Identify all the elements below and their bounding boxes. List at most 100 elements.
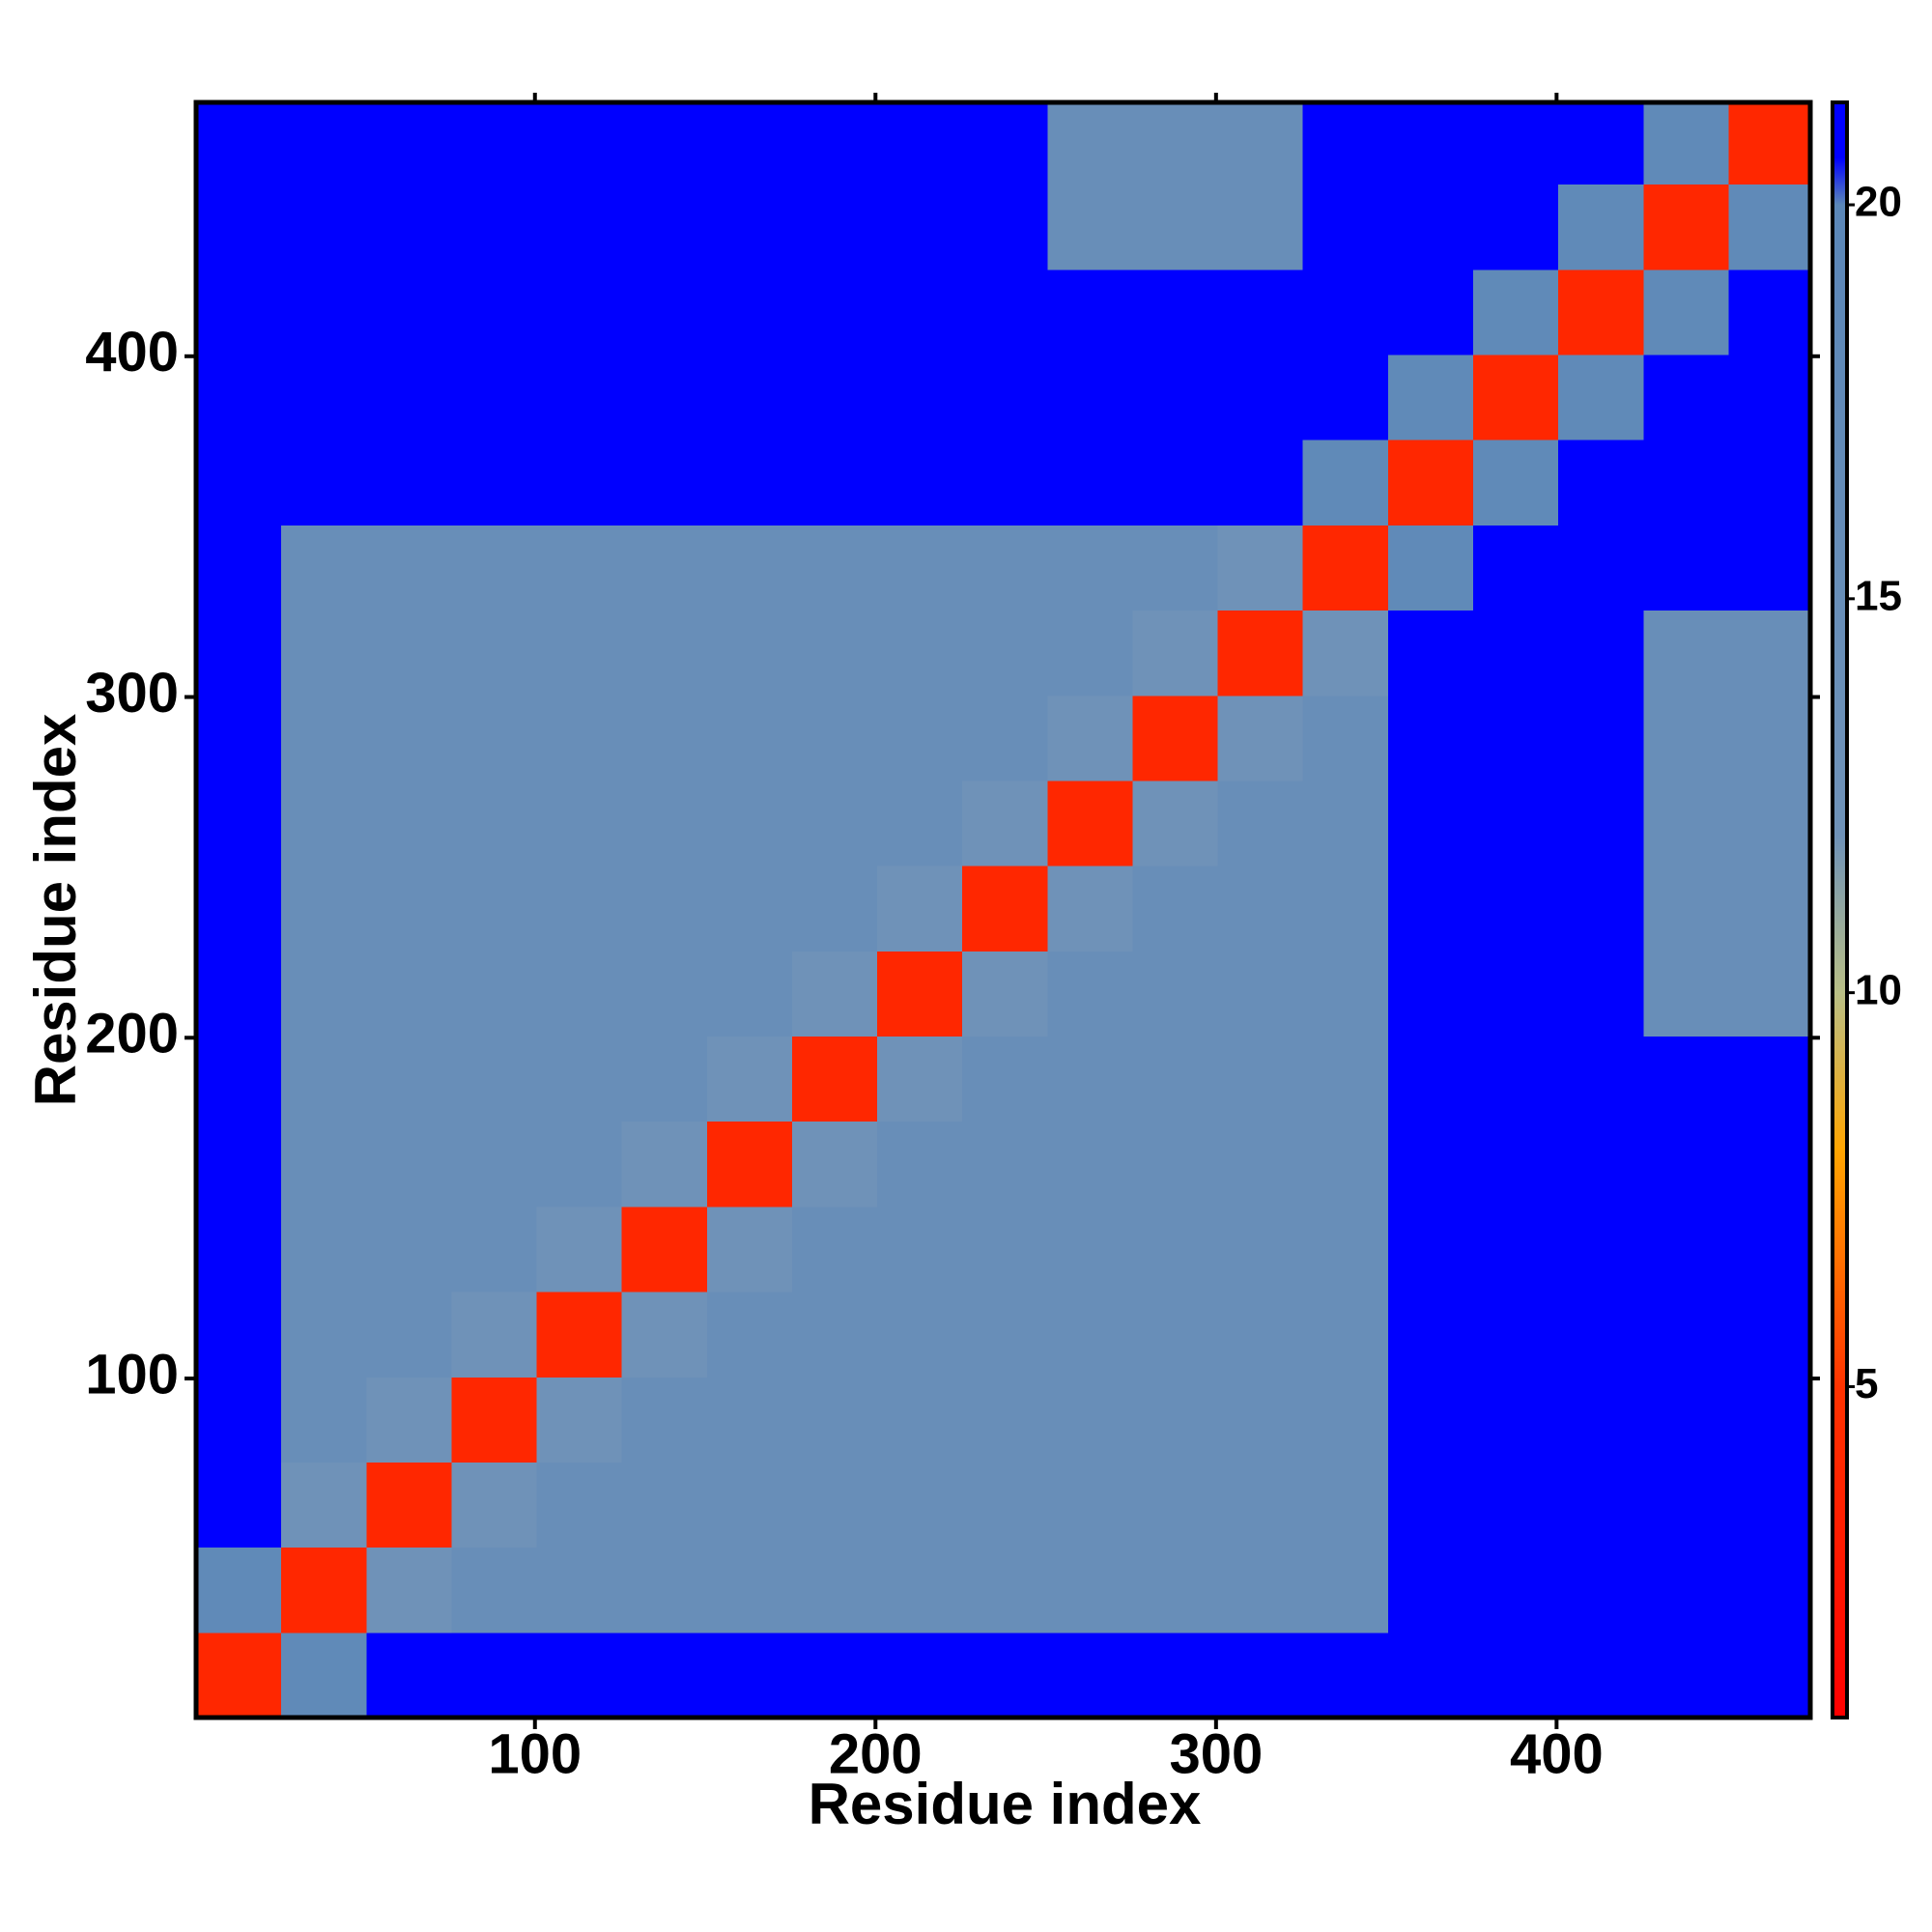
heatmap-cell bbox=[1302, 1121, 1389, 1208]
heatmap-cell bbox=[1132, 951, 1219, 1037]
heatmap-cell bbox=[621, 610, 708, 696]
heatmap-cell bbox=[1217, 440, 1304, 526]
heatmap-cell bbox=[1387, 1632, 1474, 1719]
heatmap-cell bbox=[877, 440, 963, 526]
heatmap-cell bbox=[451, 440, 538, 526]
heatmap-cell bbox=[1217, 1462, 1304, 1548]
heatmap-cell bbox=[451, 355, 538, 440]
heatmap-cell bbox=[1047, 1121, 1133, 1208]
heatmap-cell bbox=[791, 102, 878, 185]
heatmap-cell bbox=[451, 1206, 538, 1293]
heatmap-cell bbox=[536, 269, 623, 355]
heatmap-cell bbox=[1728, 269, 1811, 355]
heatmap-cell bbox=[1302, 951, 1389, 1037]
heatmap-cell bbox=[281, 525, 367, 611]
heatmap-cell bbox=[1472, 1377, 1559, 1463]
heatmap-cell bbox=[1132, 355, 1219, 440]
heatmap-cell bbox=[621, 1292, 708, 1378]
heatmap-cell bbox=[1643, 1121, 1729, 1208]
heatmap-cell bbox=[196, 440, 282, 526]
heatmap-cell bbox=[1302, 1036, 1389, 1122]
heatmap-cell bbox=[1643, 610, 1729, 696]
heatmap-cell bbox=[1387, 1036, 1474, 1122]
heatmap-cell bbox=[791, 184, 878, 270]
heatmap-cell bbox=[1217, 355, 1304, 440]
heatmap-cell bbox=[791, 1206, 878, 1293]
heatmap-cell bbox=[281, 1206, 367, 1293]
heatmap-cell bbox=[621, 780, 708, 867]
heatmap-cell bbox=[1217, 695, 1304, 781]
heatmap-cell bbox=[621, 1462, 708, 1548]
heatmap-cell bbox=[877, 780, 963, 867]
heatmap-cell bbox=[1643, 1036, 1729, 1122]
heatmap-cell bbox=[1643, 1632, 1729, 1719]
heatmap-cell bbox=[1472, 102, 1559, 185]
heatmap-cell bbox=[196, 866, 282, 952]
heatmap-cell bbox=[1047, 1206, 1133, 1293]
heatmap-cell bbox=[1728, 525, 1811, 611]
heatmap-cell bbox=[1302, 440, 1389, 526]
heatmap-cell bbox=[1643, 1547, 1729, 1634]
heatmap-cell bbox=[962, 1547, 1048, 1634]
heatmap-cell bbox=[1558, 780, 1644, 867]
heatmap-cell bbox=[1047, 184, 1133, 270]
heatmap-cell bbox=[1047, 440, 1133, 526]
heatmap-cell bbox=[1472, 1292, 1559, 1378]
heatmap-cell bbox=[962, 866, 1048, 952]
heatmap-cell bbox=[791, 1632, 878, 1719]
heatmap-cell bbox=[791, 1036, 878, 1122]
heatmap-cell bbox=[1132, 1292, 1219, 1378]
heatmap-cell bbox=[1302, 102, 1389, 185]
heatmap-cell bbox=[1643, 525, 1729, 611]
heatmap-cell bbox=[196, 1377, 282, 1463]
heatmap-cell bbox=[451, 780, 538, 867]
heatmap-cell bbox=[451, 695, 538, 781]
heatmap-cell bbox=[451, 525, 538, 611]
heatmap-cell bbox=[1047, 951, 1133, 1037]
heatmap-cell bbox=[962, 102, 1048, 185]
heatmap-cell bbox=[536, 440, 623, 526]
heatmap-cell bbox=[366, 184, 452, 270]
heatmap-cell bbox=[791, 866, 878, 952]
heatmap-cell bbox=[877, 1462, 963, 1548]
heatmap-cell bbox=[366, 1036, 452, 1122]
heatmap-cell bbox=[1472, 355, 1559, 440]
heatmap-cell bbox=[1643, 1292, 1729, 1378]
heatmap-cell bbox=[706, 184, 793, 270]
heatmap-cell bbox=[1558, 269, 1644, 355]
heatmap-cell bbox=[1132, 866, 1219, 952]
heatmap-cell bbox=[281, 695, 367, 781]
heatmap-cell bbox=[536, 525, 623, 611]
heatmap-cell bbox=[1643, 951, 1729, 1037]
heatmap-cell bbox=[1302, 1206, 1389, 1293]
heatmap-cell bbox=[451, 951, 538, 1037]
heatmap-cell bbox=[196, 1206, 282, 1293]
heatmap-cell bbox=[1728, 184, 1811, 270]
heatmap-cell bbox=[536, 102, 623, 185]
heatmap-cell bbox=[1047, 1377, 1133, 1463]
heatmap-cell bbox=[366, 610, 452, 696]
heatmap-cell bbox=[281, 1036, 367, 1122]
heatmap-cell bbox=[1047, 355, 1133, 440]
heatmap-cell bbox=[1387, 951, 1474, 1037]
heatmap-cell bbox=[791, 269, 878, 355]
heatmap-cell bbox=[1643, 1377, 1729, 1463]
heatmap-cell bbox=[366, 1121, 452, 1208]
heatmap-cell bbox=[791, 1377, 878, 1463]
heatmap-cell bbox=[1047, 780, 1133, 867]
heatmap-cell bbox=[366, 695, 452, 781]
heatmap-cell bbox=[1728, 1547, 1811, 1634]
heatmap-cell bbox=[621, 440, 708, 526]
heatmap-cell bbox=[281, 102, 367, 185]
heatmap-cell bbox=[877, 269, 963, 355]
heatmap-cell bbox=[1472, 1632, 1559, 1719]
heatmap-cell bbox=[281, 1292, 367, 1378]
heatmap-cell bbox=[1047, 1292, 1133, 1378]
heatmap-cell bbox=[1387, 184, 1474, 270]
heatmap-cell bbox=[1047, 1632, 1133, 1719]
heatmap-cell bbox=[1558, 525, 1644, 611]
heatmap-cell bbox=[1728, 440, 1811, 526]
heatmap-cell bbox=[196, 355, 282, 440]
heatmap-cell bbox=[451, 866, 538, 952]
heatmap-cell bbox=[706, 1292, 793, 1378]
